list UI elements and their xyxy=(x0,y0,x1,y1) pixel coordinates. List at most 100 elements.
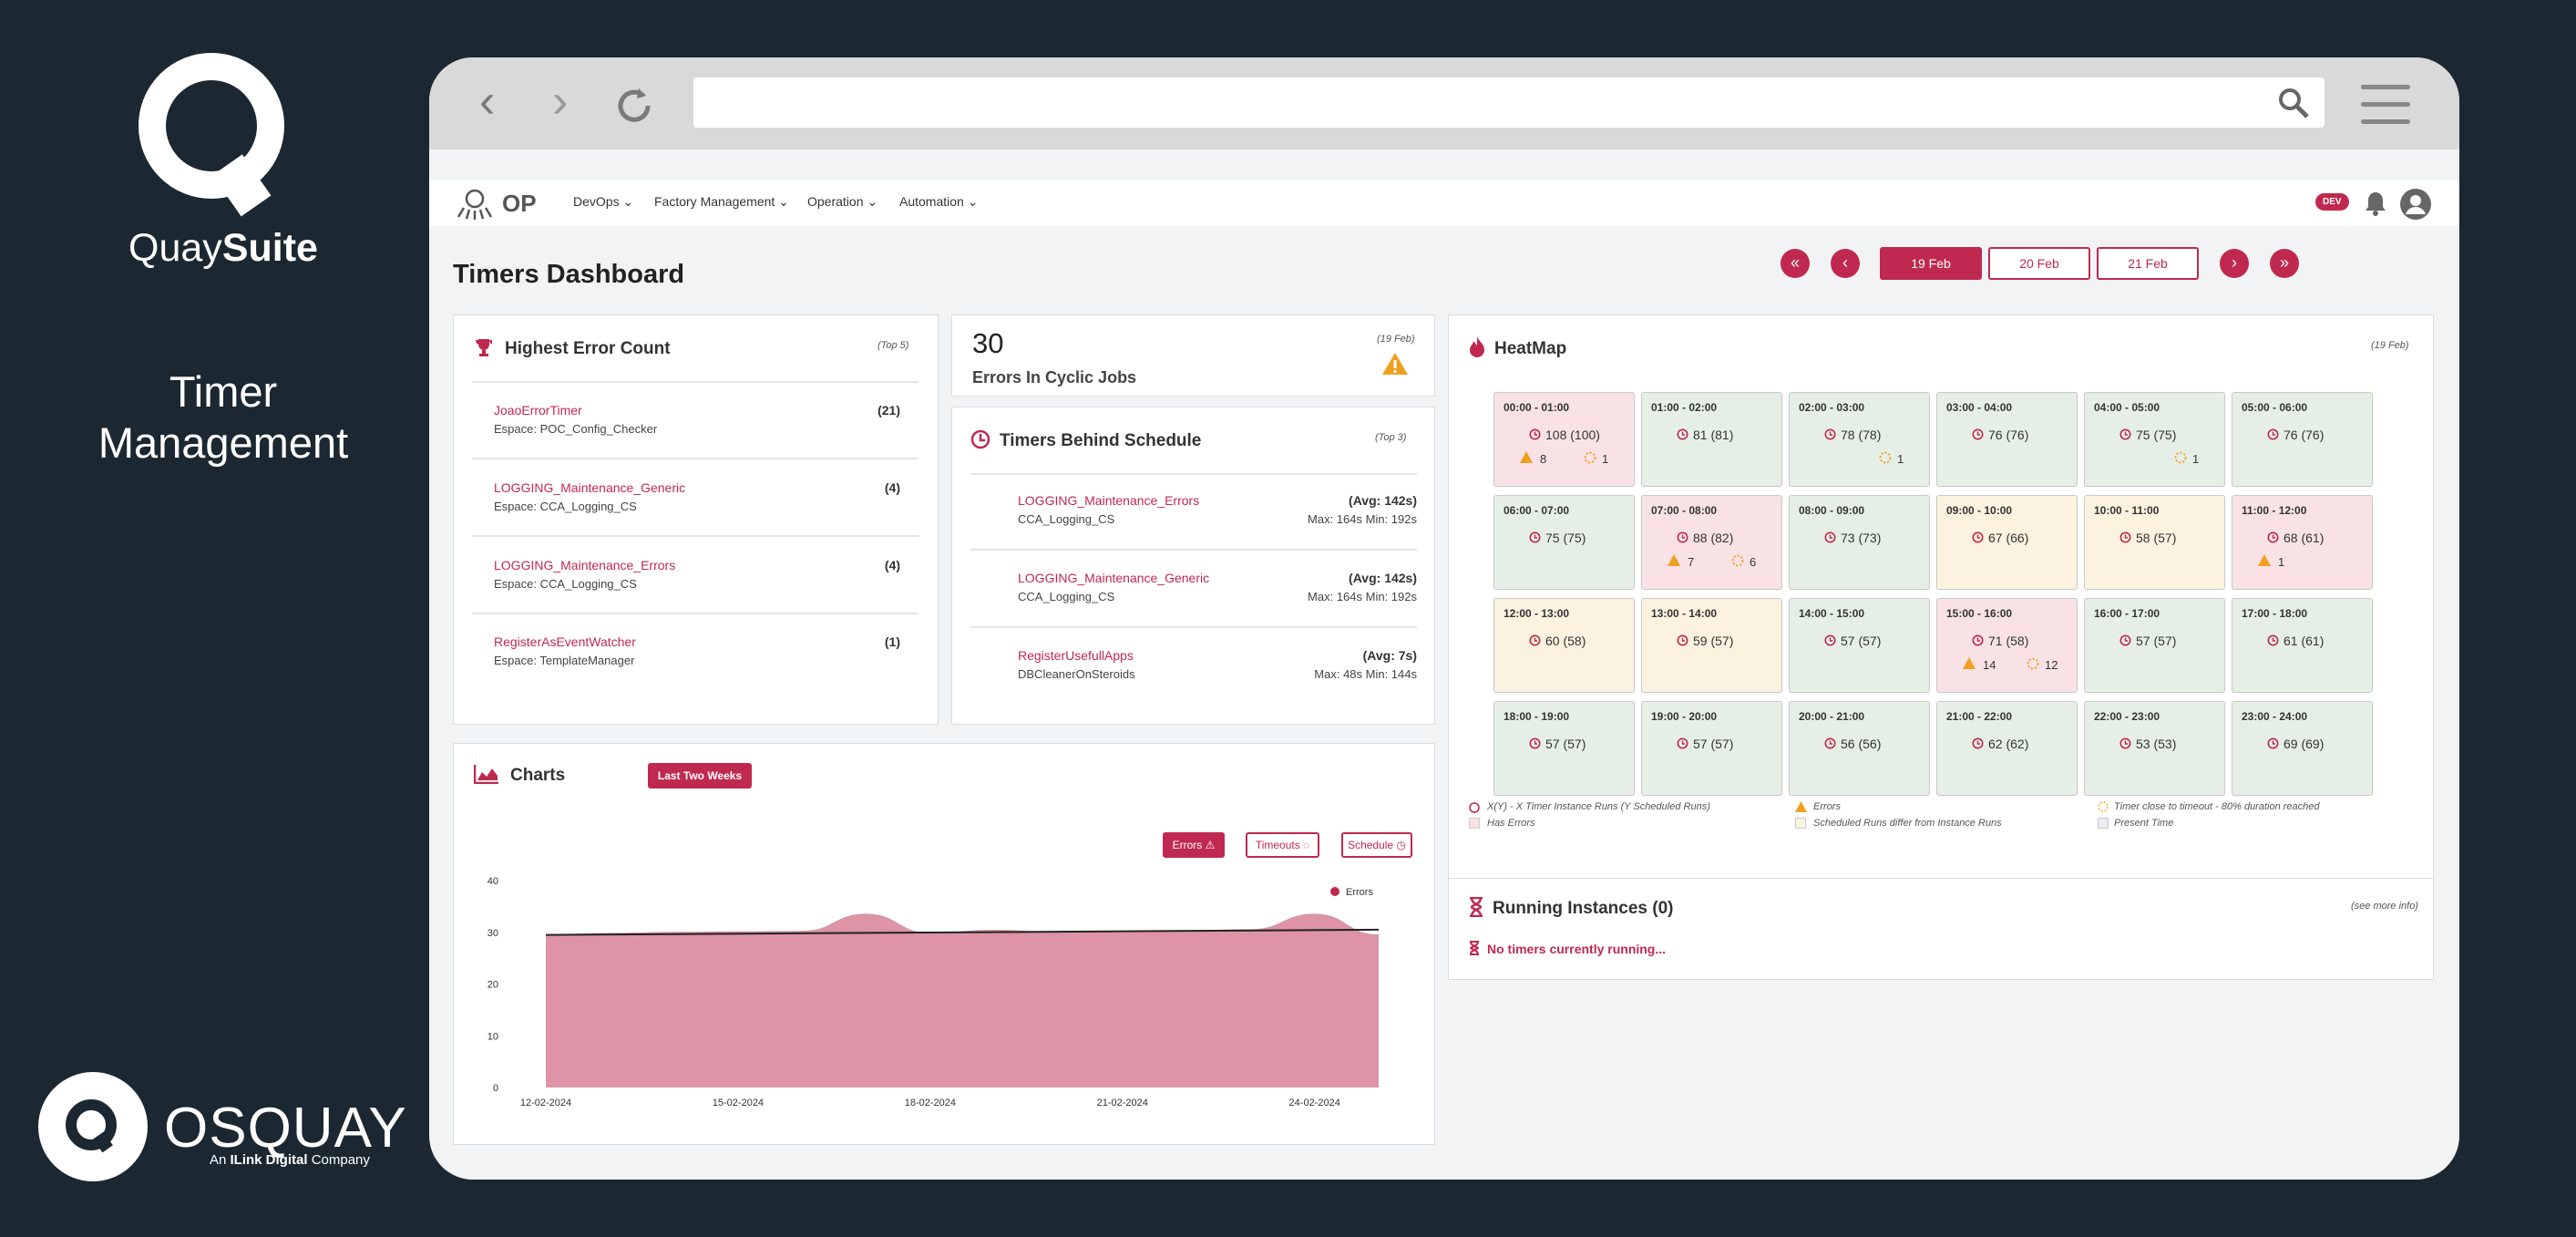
cell-runs: 53 (53) xyxy=(2136,737,2177,751)
warning-icon xyxy=(1795,801,1807,812)
behind-timer-name[interactable]: RegisterUsefullApps xyxy=(1018,648,1134,663)
heatmap-cell[interactable]: 10:00 - 11:00 58 (57) xyxy=(2084,495,2225,590)
cell-time: 10:00 - 11:00 xyxy=(2094,504,2160,517)
range-button[interactable]: Last Two Weeks xyxy=(648,763,752,789)
cell-time: 11:00 - 12:00 xyxy=(2242,504,2307,517)
date-tab-20-feb[interactable]: 20 Feb xyxy=(1988,247,2090,280)
error-timer-name[interactable]: LOGGING_Maintenance_Errors xyxy=(494,558,676,572)
spinner-icon xyxy=(1584,451,1596,464)
cell-time: 20:00 - 21:00 xyxy=(1799,710,1865,723)
x-tick-label: 18-02-2024 xyxy=(905,1098,956,1108)
heatmap-cell[interactable]: 15:00 - 16:00 71 (58) 14 12 xyxy=(1936,598,2078,693)
menu-automation[interactable]: Automation ⌄ xyxy=(899,194,979,209)
behind-avg: (Avg: 142s) xyxy=(1349,571,1417,585)
cell-errors: 8 xyxy=(1540,452,1547,466)
cell-time: 01:00 - 02:00 xyxy=(1651,401,1718,414)
first-page-button[interactable]: « xyxy=(1781,249,1810,278)
forward-icon[interactable]: › xyxy=(552,75,569,128)
heatmap-cell[interactable]: 07:00 - 08:00 88 (82) 7 6 xyxy=(1641,495,1782,590)
behind-avg: (Avg: 142s) xyxy=(1349,493,1417,508)
heatmap-cell[interactable]: 16:00 - 17:00 57 (57) xyxy=(2084,598,2225,693)
menu-factory-management[interactable]: Factory Management ⌄ xyxy=(654,194,789,209)
cell-time: 04:00 - 05:00 xyxy=(2094,401,2160,414)
behind-maxmin: Max: 164s Min: 192s xyxy=(1308,512,1417,526)
cell-runs: 60 (58) xyxy=(1545,634,1586,648)
error-count: (4) xyxy=(884,558,900,572)
heatmap-cell[interactable]: 04:00 - 05:00 75 (75) 1 xyxy=(2084,392,2225,487)
heatmap-cell[interactable]: 08:00 - 09:00 73 (73) xyxy=(1789,495,1930,590)
error-timer-name[interactable]: RegisterAsEventWatcher xyxy=(494,634,636,649)
cell-runs: 59 (57) xyxy=(1693,634,1734,648)
heatmap-cell[interactable]: 20:00 - 21:00 56 (56) xyxy=(1789,701,1930,796)
heatmap-cell[interactable]: 19:00 - 20:00 57 (57) xyxy=(1641,701,1782,796)
heatmap-cell[interactable]: 03:00 - 04:00 76 (76) xyxy=(1936,392,2078,487)
menu-operation[interactable]: Operation ⌄ xyxy=(807,194,878,209)
errors-series-button[interactable]: Errors ⚠ xyxy=(1163,832,1225,858)
timeouts-series-button[interactable]: Timeouts ◌ xyxy=(1246,832,1319,858)
heatmap-cell[interactable]: 14:00 - 15:00 57 (57) xyxy=(1789,598,1930,693)
heatmap-cell[interactable]: 12:00 - 13:00 60 (58) xyxy=(1493,598,1635,693)
cell-runs: 76 (76) xyxy=(2284,428,2325,442)
x-tick-label: 21-02-2024 xyxy=(1097,1098,1148,1108)
hourglass-icon xyxy=(1469,941,1480,955)
y-tick-label: 0 xyxy=(493,1083,498,1094)
error-timer-space: Espace: POC_Config_Checker xyxy=(494,422,658,436)
cell-runs: 61 (61) xyxy=(2284,634,2325,648)
reload-icon[interactable] xyxy=(611,83,657,129)
user-icon[interactable] xyxy=(2400,189,2431,220)
behind-timer-name[interactable]: LOGGING_Maintenance_Generic xyxy=(1018,571,1210,585)
behind-timer-space: DBCleanerOnSteroids xyxy=(1018,667,1135,681)
heatmap-cell[interactable]: 23:00 - 24:00 69 (69) xyxy=(2232,701,2373,796)
divider xyxy=(970,626,1417,628)
heatmap-cell[interactable]: 06:00 - 07:00 75 (75) xyxy=(1493,495,1635,590)
cell-time: 05:00 - 06:00 xyxy=(2242,401,2308,414)
heatmap-cell[interactable]: 17:00 - 18:00 61 (61) xyxy=(2232,598,2373,693)
error-timer-space: Espace: CCA_Logging_CS xyxy=(494,500,637,513)
cell-time: 12:00 - 13:00 xyxy=(1504,607,1570,620)
prev-page-button[interactable]: ‹ xyxy=(1831,249,1860,278)
cell-runs: 73 (73) xyxy=(1841,531,1882,545)
cell-runs: 78 (78) xyxy=(1841,428,1882,442)
flame-icon xyxy=(1470,336,1484,357)
heatmap-cell[interactable]: 13:00 - 14:00 59 (57) xyxy=(1641,598,1782,693)
next-page-button[interactable]: › xyxy=(2220,249,2249,278)
see-more-link[interactable]: (see more info) xyxy=(2351,901,2418,912)
spinner-icon xyxy=(2098,801,2109,812)
menu-devops[interactable]: DevOps ⌄ xyxy=(573,194,634,209)
schedule-series-button[interactable]: Schedule ◷ xyxy=(1341,832,1412,858)
heatmap-cell[interactable]: 11:00 - 12:00 68 (61) 1 xyxy=(2232,495,2373,590)
cell-time: 08:00 - 09:00 xyxy=(1799,504,1865,517)
heatmap-cell[interactable]: 00:00 - 01:00 108 (100) 8 1 xyxy=(1493,392,1635,487)
y-tick-label: 20 xyxy=(487,980,498,991)
clock-icon xyxy=(1469,802,1480,813)
error-timer-name[interactable]: LOGGING_Maintenance_Generic xyxy=(494,480,686,495)
cell-timeouts: 6 xyxy=(1750,555,1757,569)
cell-runs: 62 (62) xyxy=(1988,737,2029,751)
search-icon[interactable] xyxy=(2277,87,2310,119)
heatmap-cell[interactable]: 02:00 - 03:00 78 (78) 1 xyxy=(1789,392,1930,487)
legend-diff: Scheduled Runs differ from Instance Runs xyxy=(1813,818,2002,829)
cell-runs: 75 (75) xyxy=(1545,531,1586,545)
back-icon[interactable]: ‹ xyxy=(479,75,496,128)
clock-icon xyxy=(1824,737,1836,749)
heatmap-cell[interactable]: 18:00 - 19:00 57 (57) xyxy=(1493,701,1635,796)
heatmap-cell[interactable]: 05:00 - 06:00 76 (76) xyxy=(2232,392,2373,487)
heatmap-cell[interactable]: 22:00 - 23:00 53 (53) xyxy=(2084,701,2225,796)
cell-timeouts: 1 xyxy=(1602,452,1609,466)
date-tab-21-feb[interactable]: 21 Feb xyxy=(2097,247,2199,280)
heatmap-cell[interactable]: 21:00 - 22:00 62 (62) xyxy=(1936,701,2078,796)
error-timer-name[interactable]: JoaoErrorTimer xyxy=(494,403,582,417)
behind-timer-name[interactable]: LOGGING_Maintenance_Errors xyxy=(1018,493,1200,508)
heatmap-cell[interactable]: 09:00 - 10:00 67 (66) xyxy=(1936,495,2078,590)
last-page-button[interactable]: » xyxy=(2270,249,2299,278)
heatmap-cell[interactable]: 01:00 - 02:00 81 (81) xyxy=(1641,392,1782,487)
date-tab-19-feb[interactable]: 19 Feb xyxy=(1880,247,1982,280)
divider xyxy=(970,549,1417,551)
legend-has-errors: Has Errors xyxy=(1487,818,1535,829)
bell-icon[interactable] xyxy=(2364,191,2387,216)
url-bar[interactable] xyxy=(693,77,2325,128)
cell-time: 22:00 - 23:00 xyxy=(2094,710,2160,723)
octopus-logo[interactable] xyxy=(455,188,495,221)
clock-icon xyxy=(1677,634,1688,646)
hamburger-icon[interactable] xyxy=(2361,85,2410,125)
